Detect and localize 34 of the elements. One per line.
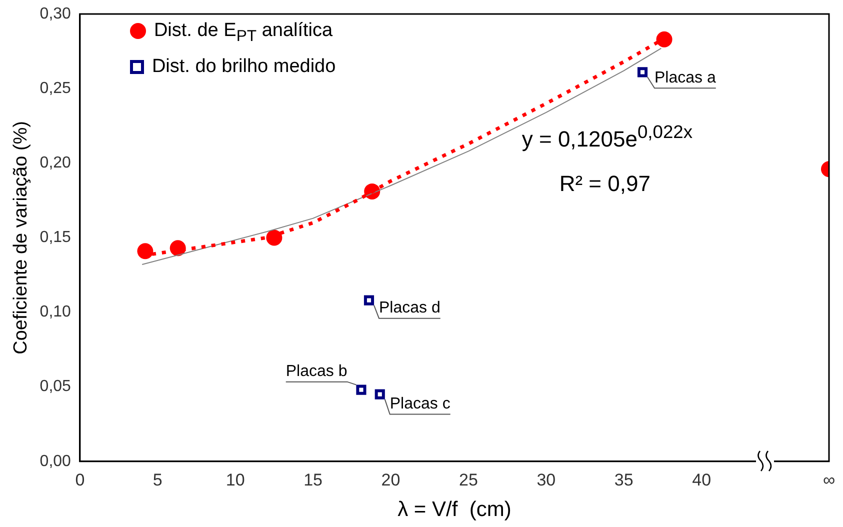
x-tick-label: 5 — [152, 470, 162, 490]
x-tick-label: 30 — [536, 470, 556, 490]
y-tick-label: 0,25 — [40, 80, 72, 97]
x-axis-title: λ = V/f (cm) — [398, 498, 512, 522]
legend-label: Dist. de E$_{PT}$ analítica — [154, 20, 333, 45]
annotation: y = 0,1205e$^{0,022x}$ — [522, 121, 693, 153]
y-tick-label: 0,10 — [40, 304, 72, 321]
annotation: Placas a — [654, 70, 716, 87]
y-tick-label: 0,30 — [40, 5, 72, 22]
x-tick-label: 40 — [692, 470, 712, 490]
y-axis-title: Coeficiente de variação (%) — [10, 121, 32, 354]
x-tick-label: 25 — [458, 470, 478, 490]
annotation: R² = 0,97 — [559, 170, 650, 197]
x-tick-label: ∞ — [822, 470, 836, 490]
x-tick-label: 15 — [304, 470, 323, 490]
legend-label: Dist. do brilho medido — [152, 56, 336, 77]
x-tick-label: 10 — [226, 470, 245, 490]
annotation: Placas c — [390, 396, 450, 413]
y-tick-label: 0,00 — [40, 452, 72, 470]
annotation: Placas d — [378, 300, 440, 317]
point — [137, 243, 154, 260]
point — [364, 295, 374, 306]
x-tick-label: 20 — [381, 470, 400, 490]
y-tick-label: 0,15 — [40, 229, 72, 246]
point — [637, 67, 648, 78]
y-tick-label: 0,20 — [40, 154, 72, 172]
y-tick-label: 0,05 — [40, 378, 72, 396]
point — [266, 230, 282, 246]
annotation: Placas b — [286, 363, 348, 380]
point — [374, 389, 385, 400]
x-tick-label: 35 — [614, 470, 634, 490]
point — [656, 31, 672, 48]
x-tick-label: 0 — [75, 470, 85, 490]
point — [356, 384, 366, 395]
